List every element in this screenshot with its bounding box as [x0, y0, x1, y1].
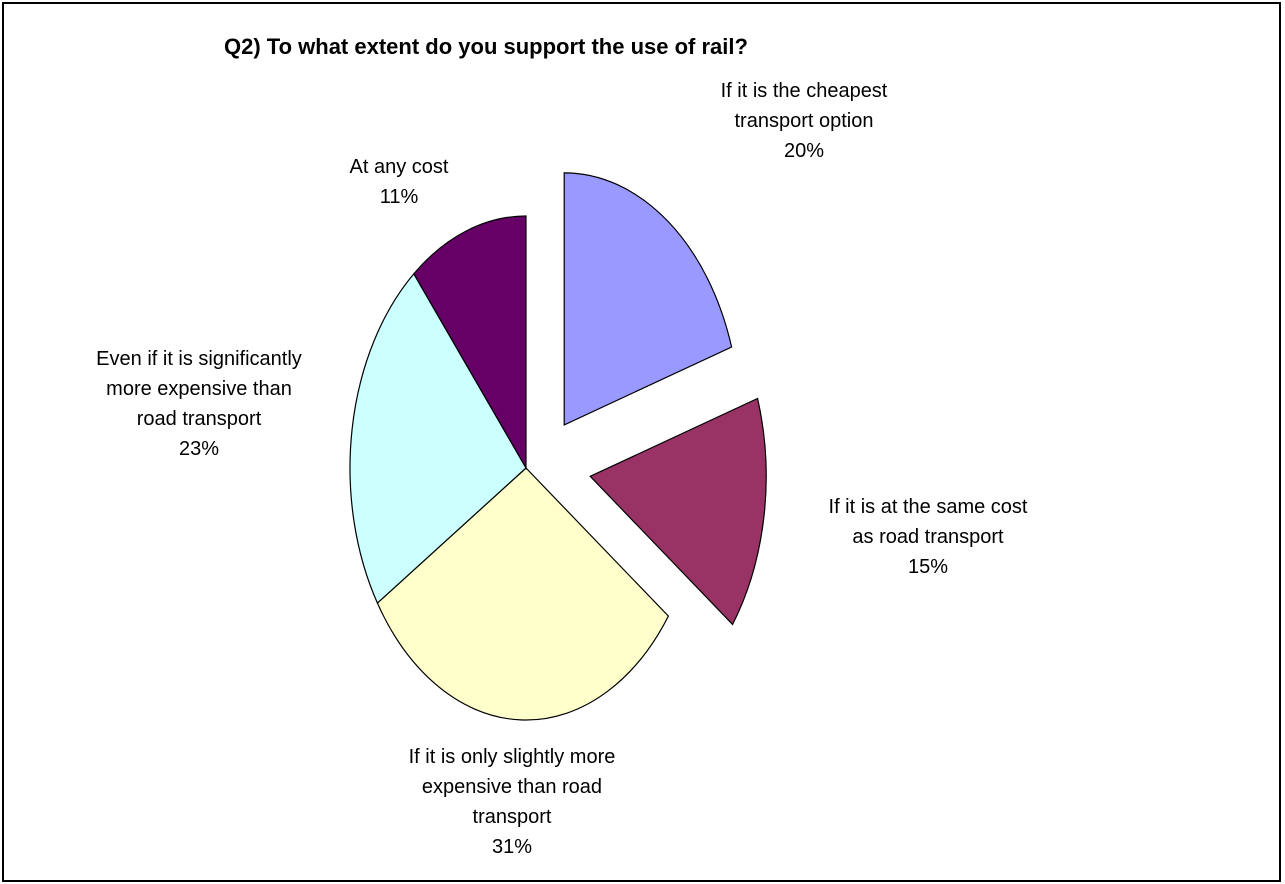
- slice-label-same-cost-line-1: If it is at the same cost: [828, 496, 1028, 518]
- slice-label-significantly-more-line-2: more expensive than: [106, 378, 292, 400]
- slice-label-cheapest-percent: 20%: [783, 140, 825, 162]
- slice-label-slightly-more-line-1: If it is only slightly more: [408, 746, 616, 768]
- chart-title: Q2) To what extent do you support the us…: [224, 34, 748, 59]
- slice-label-same-cost-percent: 15%: [907, 556, 949, 578]
- pie-slice-same-cost: [589, 397, 767, 626]
- slice-label-cheapest-line-1: If it is the cheapest: [720, 80, 888, 102]
- pie-slice-significantly-more: [349, 272, 527, 605]
- slice-label-significantly-more-line-1: Even if it is significantly: [96, 348, 302, 370]
- slice-label-significantly-more: Even if it is significantly more expensi…: [64, 344, 334, 464]
- pie-slice-cheapest: [563, 172, 733, 426]
- slice-label-any-cost-line-1: At any cost: [349, 156, 449, 178]
- slice-label-slightly-more-line-3: transport: [472, 806, 552, 828]
- pie-slice-any-cost: [413, 215, 527, 471]
- slice-label-significantly-more-line-3: road transport: [136, 408, 262, 430]
- slice-label-slightly-more: If it is only slightly more expensive th…: [372, 742, 652, 862]
- slice-label-slightly-more-percent: 31%: [491, 836, 533, 858]
- slice-label-cheapest-line-2: transport option: [734, 110, 874, 132]
- pie-slice-slightly-more: [376, 467, 670, 721]
- slice-label-any-cost: At any cost 11%: [304, 152, 494, 212]
- slice-label-same-cost: If it is at the same cost as road transp…: [798, 492, 1058, 582]
- slice-label-same-cost-line-2: as road transport: [852, 526, 1004, 548]
- slice-label-any-cost-percent: 11%: [379, 186, 419, 208]
- pie-chart: [349, 172, 767, 721]
- slice-label-significantly-more-percent: 23%: [178, 438, 220, 460]
- slice-label-cheapest: If it is the cheapest transport option 2…: [684, 76, 924, 166]
- slice-label-slightly-more-line-2: expensive than road: [421, 776, 603, 798]
